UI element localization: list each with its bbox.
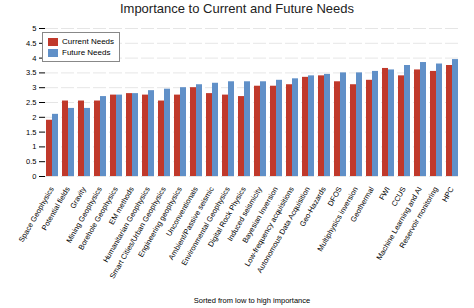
svg-text:Geothermal: Geothermal (348, 185, 376, 224)
html-text:Current Needs: Current Needs (62, 37, 114, 46)
svg-text:1: 1 (32, 142, 36, 151)
svg-text:3.5: 3.5 (26, 68, 36, 77)
svg-text:Borehole Geophysics: Borehole Geophysics (76, 185, 120, 252)
svg-text:Machine Learning and AI: Machine Learning and AI (374, 185, 424, 262)
svg-text:Ambient/Passive seismic: Ambient/Passive seismic (166, 185, 216, 262)
svg-text:HPC: HPC (440, 185, 456, 204)
svg-text:Autonomous Data Acquisition: Autonomous Data Acquisition (255, 185, 312, 274)
svg-text:2: 2 (32, 113, 36, 122)
svg-text:0.5: 0.5 (26, 157, 36, 166)
svg-text:DFOS: DFOS (325, 185, 344, 208)
svg-text:Sorted from low to high import: Sorted from low to high importance (194, 296, 310, 305)
svg-text:2.5: 2.5 (26, 98, 36, 107)
svg-text:Gravity: Gravity (68, 185, 88, 211)
svg-text:Multiphysics inversion: Multiphysics inversion (315, 185, 360, 253)
svg-text:1.5: 1.5 (26, 128, 36, 137)
svg-text:Bayesian Inversion: Bayesian Inversion (240, 185, 280, 245)
svg-text:Potential fields: Potential fields (40, 185, 72, 232)
svg-text:Geo-Hazards: Geo-Hazards (298, 185, 328, 228)
svg-text:Unconventionals: Unconventionals (164, 185, 200, 238)
svg-text:Reservoir monitoring: Reservoir monitoring (397, 185, 439, 249)
svg-text:Mining Geophysics: Mining Geophysics (64, 185, 104, 245)
svg-text:FWI: FWI (377, 185, 392, 201)
html-text:Importance to Current and Futu: Importance to Current and Future Needs (119, 1, 355, 16)
html-text:Future Needs: Future Needs (62, 48, 111, 57)
svg-text:Smart Cities/Urban Geophysics: Smart Cities/Urban Geophysics (107, 185, 168, 281)
svg-text:CCUS: CCUS (389, 185, 408, 209)
svg-text:Space Geophysics: Space Geophysics (16, 185, 56, 244)
svg-text:0: 0 (32, 172, 36, 181)
svg-text:Engineering geophysics: Engineering geophysics (136, 185, 184, 259)
svg-text:5: 5 (32, 24, 36, 33)
svg-text:Environmental Geophysics: Environmental Geophysics (179, 185, 232, 267)
svg-text:Humanitarian Geophysics: Humanitarian Geophysics (101, 185, 152, 265)
svg-text:Digital Rock Physics: Digital Rock Physics (206, 185, 248, 249)
svg-text:3: 3 (32, 83, 36, 92)
svg-text:4.5: 4.5 (26, 39, 36, 48)
svg-text:EM methods: EM methods (107, 185, 136, 227)
svg-text:Low-frequency acquisitions: Low-frequency acquisitions (242, 185, 296, 268)
svg-text:Induced seismicity: Induced seismicity (225, 185, 264, 243)
svg-text:4: 4 (32, 54, 36, 63)
